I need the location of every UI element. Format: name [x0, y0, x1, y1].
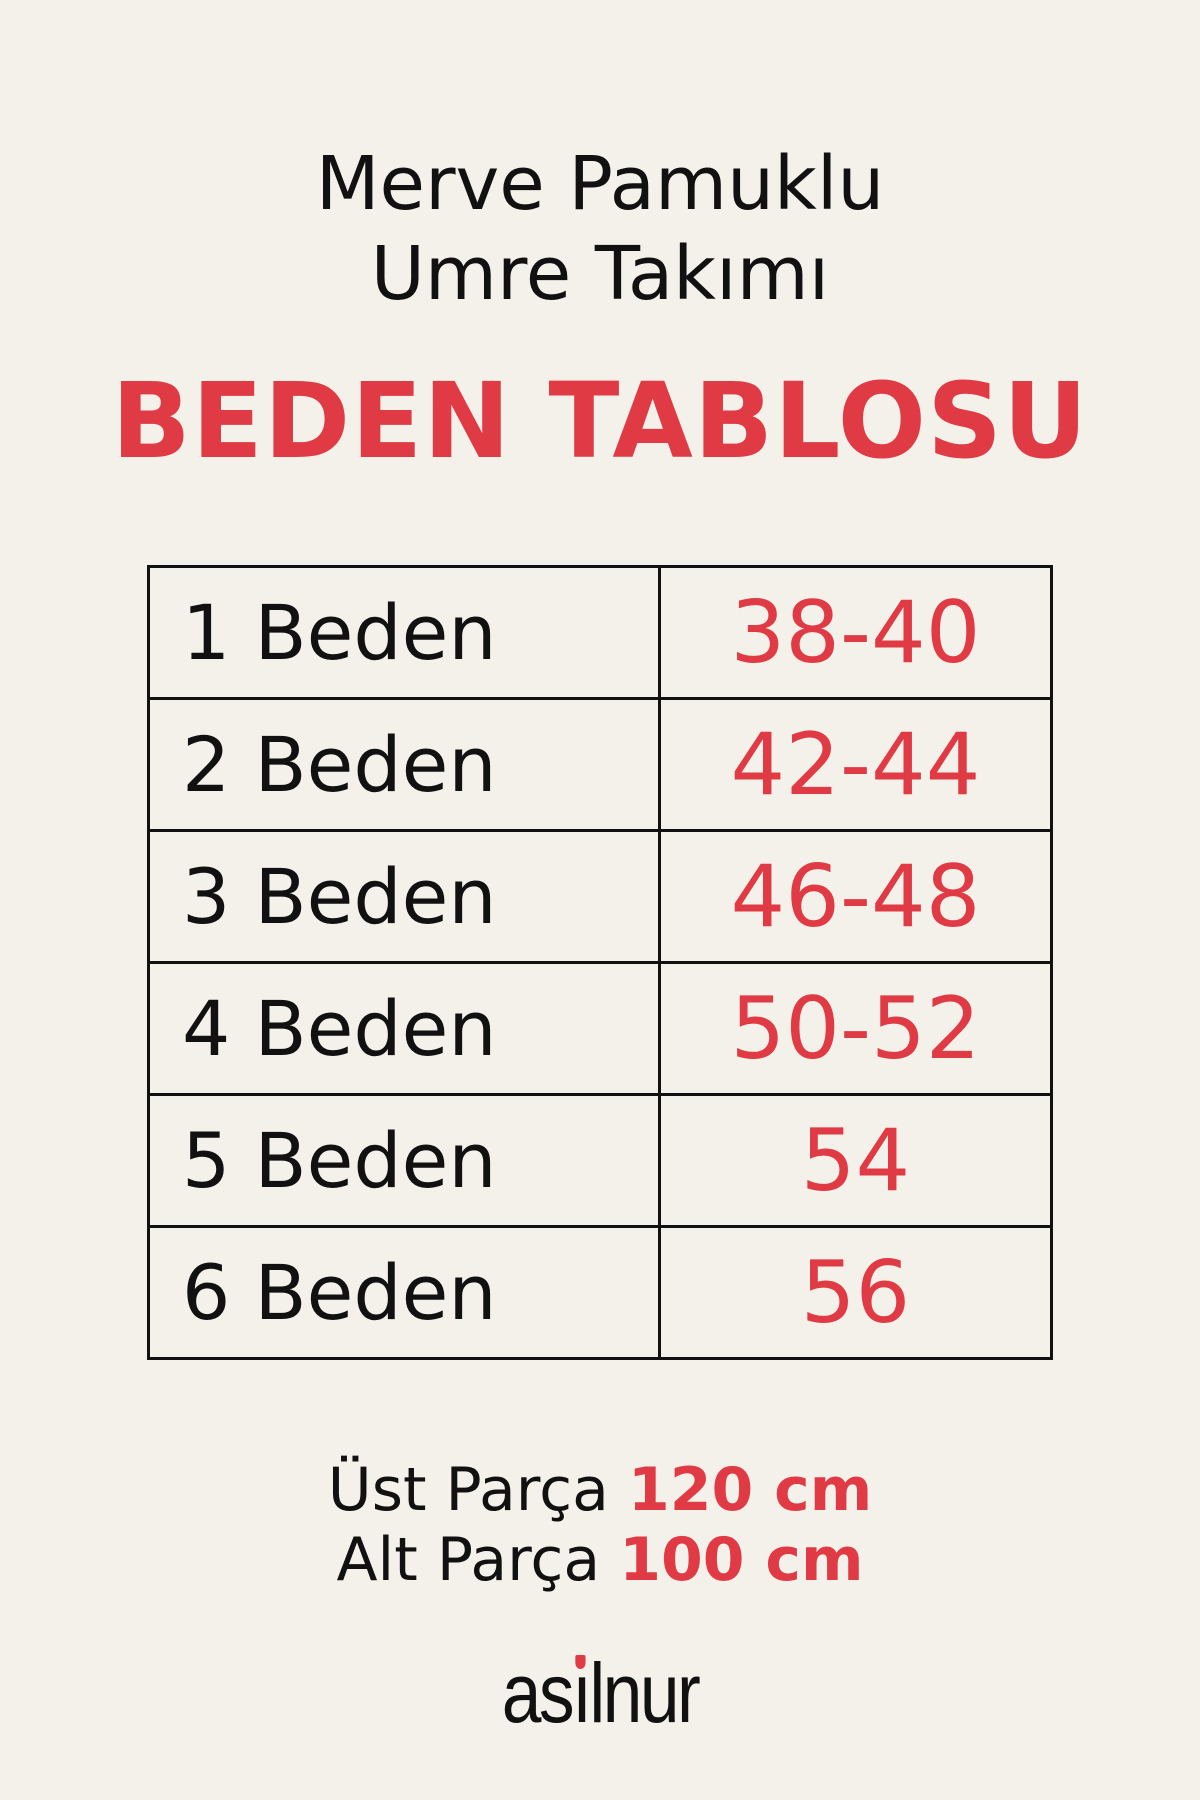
table-row: 3 Beden 46-48: [147, 829, 1053, 964]
size-chart-heading: BEDEN TABLOSU: [111, 360, 1089, 482]
bottom-part-label: Alt Parça: [336, 1525, 601, 1595]
table-row: 6 Beden 56: [147, 1225, 1053, 1360]
size-label: 6 Beden: [147, 1225, 661, 1360]
brand-logo: ası lnur: [90, 1645, 1110, 1742]
size-label: 5 Beden: [147, 1093, 661, 1228]
logo-i-stem: ı: [572, 1646, 592, 1740]
size-range: 38-40: [658, 565, 1053, 700]
product-title-line1: Merve Pamuklu: [315, 141, 885, 227]
size-label: 3 Beden: [147, 829, 661, 964]
size-range: 56: [658, 1225, 1053, 1360]
top-part-value: 120 cm: [628, 1455, 873, 1525]
top-part-length: Üst Parça 120 cm: [0, 1455, 1200, 1525]
logo-text-end: lnur: [589, 1646, 700, 1740]
bottom-part-length: Alt Parça 100 cm: [0, 1525, 1200, 1595]
table-row: 4 Beden 50-52: [147, 961, 1053, 1096]
bottom-part-value: 100 cm: [619, 1525, 864, 1595]
size-label: 1 Beden: [147, 565, 661, 700]
size-range: 46-48: [658, 829, 1053, 964]
size-range: 42-44: [658, 697, 1053, 832]
size-range: 54: [658, 1093, 1053, 1228]
logo-text-start: as: [501, 1646, 575, 1740]
top-part-label: Üst Parça: [327, 1455, 609, 1525]
size-table: 1 Beden 38-40 2 Beden 42-44 3 Beden 46-48 4 Be…: [147, 565, 1053, 1360]
product-title-line2: Umre Takımı: [370, 231, 830, 317]
table-row: 1 Beden 38-40: [147, 565, 1053, 700]
size-range: 50-52: [658, 961, 1053, 1096]
table-row: 5 Beden 54: [147, 1093, 1053, 1228]
table-row: 2 Beden 42-44: [147, 697, 1053, 832]
logo-i: ı: [572, 1645, 592, 1742]
tulip-icon: [575, 1655, 586, 1669]
size-label: 4 Beden: [147, 961, 661, 1096]
size-label: 2 Beden: [147, 697, 661, 832]
